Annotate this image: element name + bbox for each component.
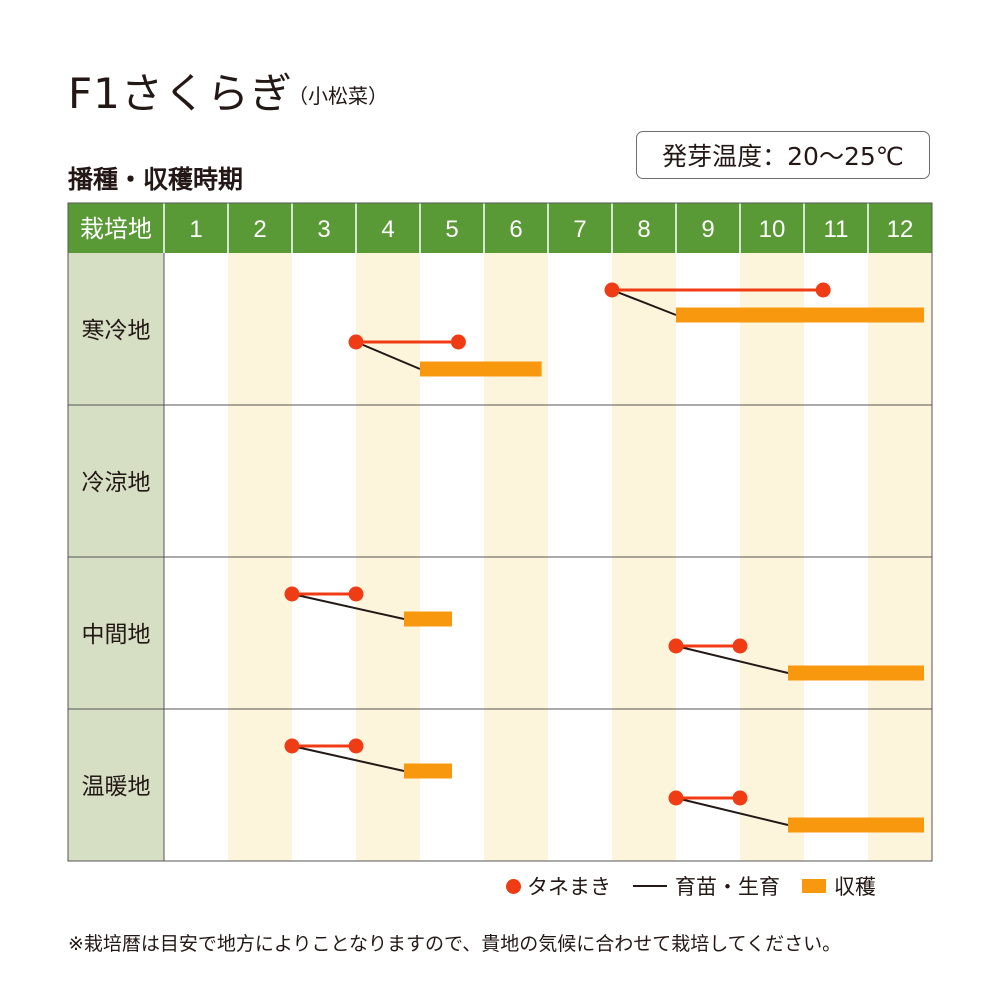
- product-subtitle: （小松菜）: [288, 84, 388, 108]
- harvest-bar-icon: [802, 879, 826, 893]
- harvest-bar: [404, 763, 452, 779]
- sowing-end-dot: [732, 638, 748, 654]
- region-label: 中間地: [82, 622, 151, 648]
- footnote: ※栽培暦は目安で地方によりことなりますので、貴地の気候に合わせて栽培してください…: [68, 933, 842, 955]
- month-tick-7: 7: [573, 216, 586, 243]
- month-tick-11: 11: [824, 216, 849, 243]
- harvest-bar: [676, 307, 924, 323]
- header-corner-label: 栽培地: [80, 215, 152, 243]
- germination-temperature-text: 発芽温度：20〜25℃: [662, 142, 904, 171]
- sowing-start-dot: [604, 282, 620, 298]
- month-tick-1: 1: [189, 216, 202, 243]
- harvest-bar: [404, 611, 452, 627]
- sowing-dot-icon: [506, 878, 521, 894]
- sowing-start-dot: [284, 586, 300, 602]
- section-title: 播種・収穫時期: [68, 165, 244, 194]
- legend-label-sowing: タネまき: [527, 875, 611, 899]
- legend-item-harvest: 収穫: [802, 871, 876, 901]
- legend-label-harvest: 収穫: [834, 875, 876, 899]
- sowing-end-dot: [348, 586, 364, 602]
- growing-connector: [291, 745, 405, 772]
- sowing-end-dot: [815, 282, 831, 298]
- month-tick-3: 3: [317, 216, 330, 243]
- legend-label-growing: 育苗・生育: [675, 875, 780, 899]
- growing-connector: [355, 341, 421, 370]
- growing-connector: [675, 797, 789, 826]
- harvest-bar: [788, 665, 924, 681]
- month-tick-5: 5: [445, 216, 458, 243]
- month-tick-10: 10: [759, 216, 786, 243]
- sowing-start-dot: [284, 738, 300, 754]
- header-row: [68, 203, 932, 253]
- chart-legend: タネまき 育苗・生育 収穫: [506, 870, 936, 902]
- month-tick-4: 4: [381, 216, 394, 243]
- month-tick-12: 12: [887, 216, 914, 243]
- sowing-end-dot: [450, 334, 466, 350]
- month-tick-2: 2: [253, 216, 266, 243]
- legend-item-sowing: タネまき: [506, 871, 611, 901]
- growing-connector: [611, 289, 677, 316]
- month-tick-8: 8: [637, 216, 650, 243]
- growing-connector: [675, 645, 789, 674]
- region-label: 温暖地: [82, 774, 151, 800]
- sowing-end-dot: [732, 790, 748, 806]
- harvest-bar: [420, 361, 542, 377]
- product-title: F1さくらぎ: [68, 69, 293, 118]
- growing-connector: [291, 593, 405, 620]
- legend-item-growing: 育苗・生育: [633, 871, 780, 901]
- sowing-start-dot: [668, 790, 684, 806]
- sowing-start-dot: [668, 638, 684, 654]
- germination-temperature-badge: 発芽温度：20〜25℃: [636, 131, 930, 179]
- chart-border: [67, 202, 933, 862]
- month-tick-6: 6: [509, 216, 522, 243]
- region-label: 寒冷地: [82, 318, 151, 344]
- month-tick-9: 9: [701, 216, 714, 243]
- growing-line-icon: [633, 885, 667, 887]
- harvest-bar: [788, 817, 924, 833]
- sowing-start-dot: [348, 334, 364, 350]
- region-label: 冷涼地: [82, 470, 151, 496]
- sowing-end-dot: [348, 738, 364, 754]
